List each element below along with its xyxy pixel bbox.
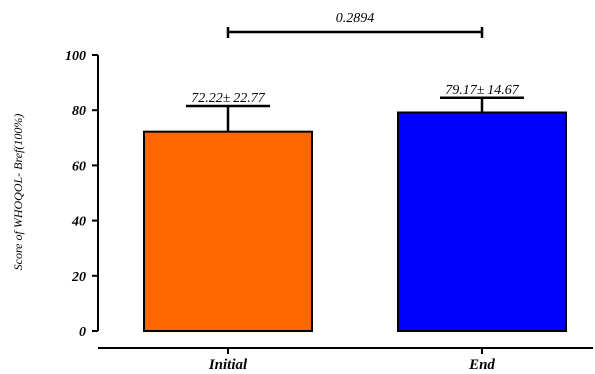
y-tick-label: 100 <box>65 49 86 64</box>
y-tick-label: 80 <box>72 104 86 119</box>
y-tick-label: 20 <box>71 270 86 285</box>
x-axis: Initial End <box>98 347 593 373</box>
comparison-bracket: 0.2894 <box>226 11 484 38</box>
bar <box>397 111 567 332</box>
y-axis-label: Score of WHOQOL- Bref(100%) <box>11 114 25 271</box>
bars: 72.22± 22.77 79.17± 14.67 <box>143 83 567 332</box>
data-label: 72.22± 22.77 <box>191 91 265 106</box>
p-value-label: 0.2894 <box>336 11 375 26</box>
bar <box>143 130 313 332</box>
y-axis: 0 20 40 60 80 100 <box>65 49 99 340</box>
x-tick-label: Initial <box>208 357 248 373</box>
x-tick-label: End <box>468 357 495 373</box>
y-tick-label: 40 <box>71 215 86 230</box>
data-label: 79.17± 14.67 <box>445 83 519 98</box>
y-tick-label: 60 <box>72 159 86 174</box>
y-tick-label: 0 <box>79 325 86 340</box>
